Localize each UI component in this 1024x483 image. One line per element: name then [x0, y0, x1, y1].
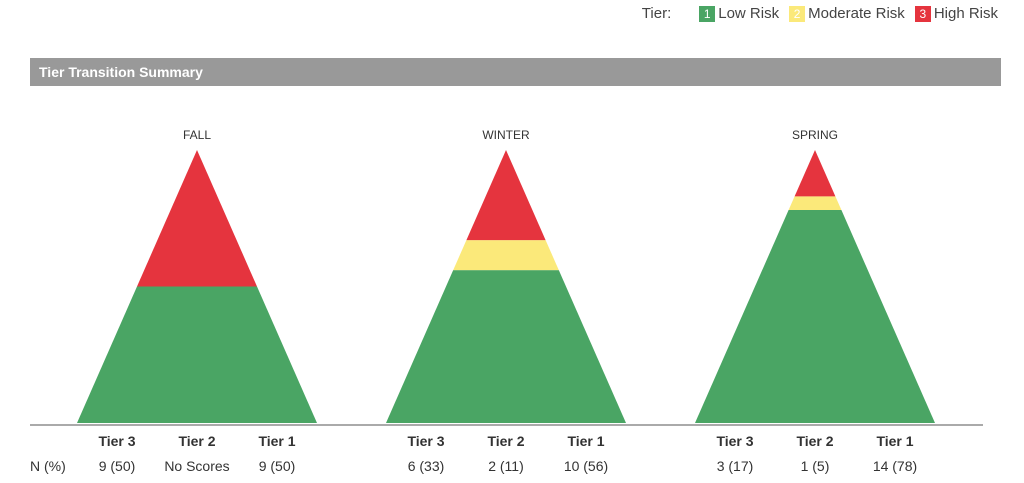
fall-tier2-header: Tier 2: [178, 433, 215, 449]
row-label-n-percent: N (%): [30, 458, 66, 474]
spring-title: SPRING: [792, 128, 838, 142]
winter-tier1-value: 10 (56): [564, 458, 608, 474]
fall-tier2-value: No Scores: [164, 458, 229, 474]
spring-tier2-value: 1 (5): [801, 458, 830, 474]
section-header: Tier Transition Summary: [30, 58, 1001, 86]
legend: Tier: 1 Low Risk 2 Moderate Risk 3 High …: [642, 5, 998, 22]
fall-tier3-segment: [137, 150, 257, 287]
winter-tier3-header: Tier 3: [407, 433, 444, 449]
legend-text-high-risk: High Risk: [933, 5, 998, 22]
legend-item-moderate-risk: 2 Moderate Risk: [789, 5, 905, 22]
spring-tier2-header: Tier 2: [796, 433, 833, 449]
legend-text-moderate-risk: Moderate Risk: [808, 5, 905, 22]
winter-tier3-segment: [466, 150, 546, 241]
legend-item-low-risk: 1 Low Risk: [699, 5, 779, 22]
legend-label: Tier:: [641, 5, 672, 22]
winter-tier1-header: Tier 1: [567, 433, 604, 449]
fall-tier1-segment: [77, 286, 317, 423]
spring-tier1-segment: [695, 210, 935, 423]
legend-item-high-risk: 3 High Risk: [914, 5, 998, 22]
winter-tier1-segment: [386, 270, 626, 423]
winter-tier3-value: 6 (33): [408, 458, 445, 474]
fall-tier1-value: 9 (50): [259, 458, 296, 474]
winter-tier2-segment: [453, 240, 559, 271]
legend-swatch-2: 2: [789, 5, 806, 22]
winter-tier2-value: 2 (11): [488, 458, 524, 474]
legend-text-low-risk: Low Risk: [718, 5, 780, 22]
spring-tier2-segment: [788, 196, 842, 211]
spring-tier1-value: 14 (78): [873, 458, 917, 474]
spring-tier3-value: 3 (17): [717, 458, 754, 474]
spring-tier3-segment: [794, 150, 836, 197]
winter-title: WINTER: [482, 128, 530, 142]
winter-tier2-header: Tier 2: [487, 433, 524, 449]
legend-swatch-3: 3: [914, 5, 931, 22]
spring-tier1-header: Tier 1: [876, 433, 913, 449]
legend-swatch-1: 1: [699, 5, 716, 22]
spring-tier3-header: Tier 3: [716, 433, 753, 449]
fall-tier1-header: Tier 1: [258, 433, 295, 449]
fall-title: FALL: [183, 128, 211, 142]
fall-tier3-value: 9 (50): [99, 458, 136, 474]
fall-tier3-header: Tier 3: [98, 433, 135, 449]
